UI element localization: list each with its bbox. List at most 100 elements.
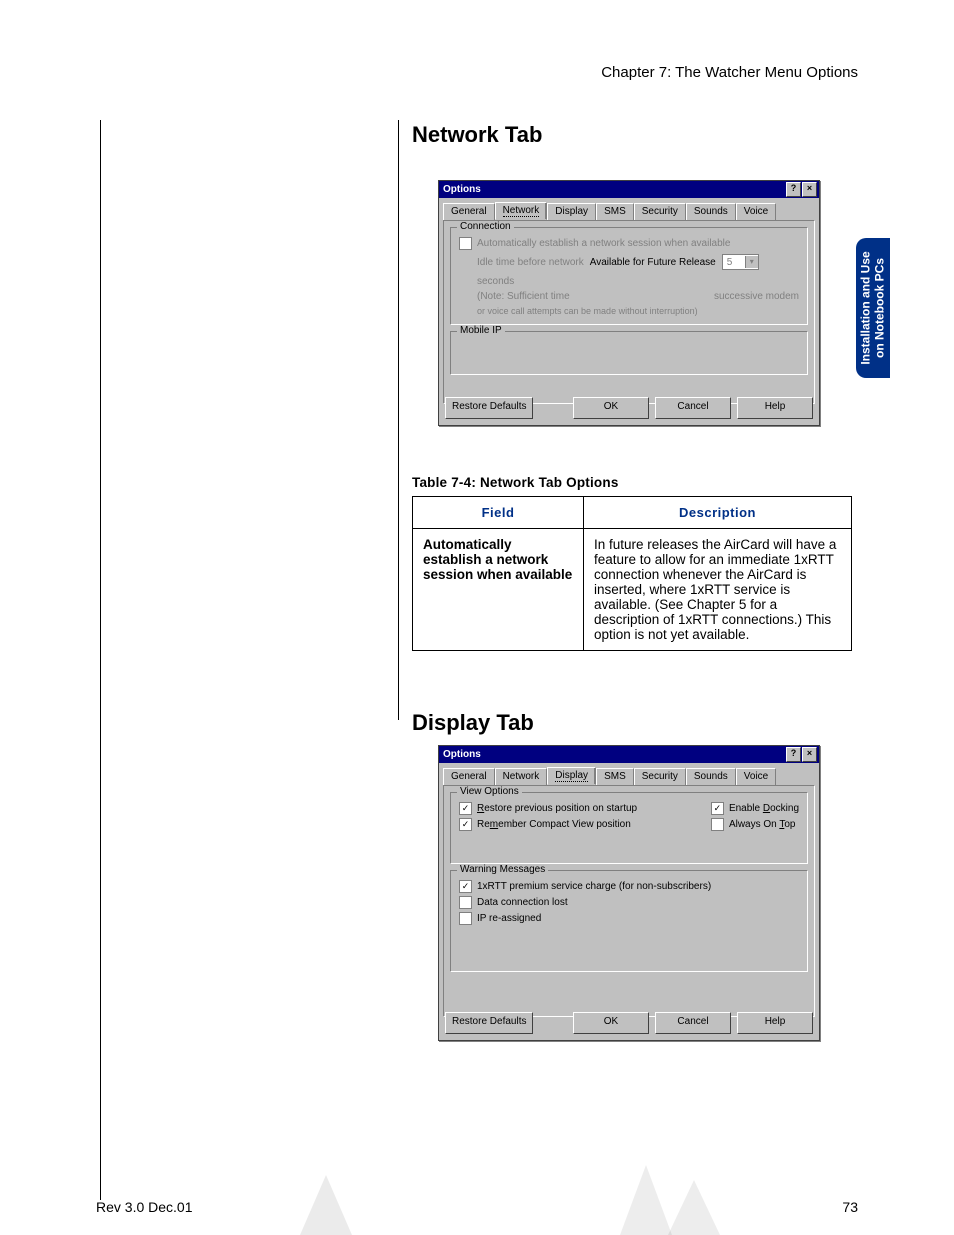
- watermark-icon: [620, 1165, 672, 1235]
- ok-button[interactable]: OK: [573, 397, 649, 419]
- tab-sounds[interactable]: Sounds: [686, 203, 736, 221]
- tab-security[interactable]: Security: [634, 768, 686, 786]
- titlebar: Options ? ×: [439, 746, 819, 763]
- tab-network[interactable]: Network: [495, 202, 548, 220]
- restore-defaults-button[interactable]: Restore Defaults: [445, 1012, 533, 1034]
- chk-label: Data connection lost: [477, 897, 568, 908]
- fieldset-warning-messages: Warning Messages 1xRTT premium service c…: [450, 870, 808, 972]
- chk-label: Restore previous position on startup: [477, 803, 637, 814]
- chk-label: 1xRTT premium service charge (for non-su…: [477, 881, 711, 892]
- chk-label: Always On Top: [729, 819, 796, 830]
- seconds-label: seconds: [477, 276, 514, 287]
- legend-view-options: View Options: [457, 786, 522, 797]
- side-tab: Installation and Use on Notebook PCs: [856, 238, 890, 378]
- checkbox-icon[interactable]: [459, 896, 472, 909]
- fieldset-mobile-ip: Mobile IP: [450, 331, 808, 375]
- tab-panel: Connection Automatically establish a net…: [443, 220, 815, 404]
- tab-display[interactable]: Display: [547, 767, 596, 785]
- chk-ip-reassigned[interactable]: IP re-assigned: [459, 912, 799, 925]
- tab-sounds[interactable]: Sounds: [686, 768, 736, 786]
- idle-seconds-combo[interactable]: 5 ▾: [722, 254, 759, 270]
- section-title-network: Network Tab: [412, 122, 542, 148]
- side-tab-line1: Installation and Use: [859, 251, 873, 364]
- tab-voice[interactable]: Voice: [736, 203, 776, 221]
- chk-auto-establish[interactable]: Automatically establish a network sessio…: [459, 237, 799, 250]
- chevron-down-icon[interactable]: ▾: [745, 256, 758, 268]
- checkbox-icon[interactable]: [459, 802, 472, 815]
- options-dialog-display: Options ? × General Network Display SMS …: [438, 745, 820, 1041]
- tab-panel: View Options Restore previous position o…: [443, 785, 815, 1017]
- checkbox-icon[interactable]: [711, 818, 724, 831]
- fieldset-connection: Connection Automatically establish a net…: [450, 227, 808, 325]
- checkbox-icon[interactable]: [459, 880, 472, 893]
- checkbox-icon[interactable]: [459, 237, 472, 250]
- legend-mobile-ip: Mobile IP: [457, 325, 505, 336]
- chk-label: Remember Compact View position: [477, 819, 631, 830]
- watermark-icon: [300, 1175, 352, 1235]
- legend-warning-messages: Warning Messages: [457, 864, 548, 875]
- titlebar: Options ? ×: [439, 181, 819, 198]
- side-tab-line2: on Notebook PCs: [873, 258, 887, 358]
- chk-restore-position[interactable]: Restore previous position on startup: [459, 802, 637, 815]
- help-icon[interactable]: ?: [786, 182, 801, 197]
- watermark-icon: [668, 1180, 720, 1235]
- tab-sms[interactable]: SMS: [596, 203, 634, 221]
- content-left-rule: [398, 120, 399, 720]
- page: Chapter 7: The Watcher Menu Options Inst…: [0, 0, 954, 1235]
- cancel-button[interactable]: Cancel: [655, 397, 731, 419]
- help-icon[interactable]: ?: [786, 747, 801, 762]
- chk-label: Enable Docking: [729, 803, 799, 814]
- dialog-title: Options: [443, 184, 481, 195]
- combo-value: 5: [723, 257, 745, 268]
- tab-voice[interactable]: Voice: [736, 768, 776, 786]
- chapter-header: Chapter 7: The Watcher Menu Options: [601, 64, 858, 81]
- checkbox-icon[interactable]: [459, 912, 472, 925]
- tab-strip: General Network Display SMS Security Sou…: [439, 198, 819, 220]
- options-dialog-network: Options ? × General Network Display SMS …: [438, 180, 820, 426]
- td-field: Automatically establish a network sessio…: [413, 529, 584, 651]
- th-field: Field: [413, 497, 584, 529]
- checkbox-icon[interactable]: [459, 818, 472, 831]
- table-caption: Table 7-4: Network Tab Options: [412, 475, 852, 490]
- dialog-title: Options: [443, 749, 481, 760]
- tab-general[interactable]: General: [443, 768, 495, 786]
- available-future-release: Available for Future Release: [590, 257, 716, 268]
- table-row: Automatically establish a network sessio…: [413, 529, 852, 651]
- chk-always-on-top[interactable]: Always On Top: [711, 818, 799, 831]
- left-margin-rule: [100, 120, 101, 1200]
- cancel-button[interactable]: Cancel: [655, 1012, 731, 1034]
- tab-network[interactable]: Network: [495, 768, 548, 786]
- ok-button[interactable]: OK: [573, 1012, 649, 1034]
- idle-time-label: Idle time before network: [477, 257, 584, 268]
- td-description: In future releases the AirCard will have…: [584, 529, 852, 651]
- tab-security[interactable]: Security: [634, 203, 686, 221]
- section-title-display: Display Tab: [412, 710, 534, 736]
- chk-data-connection-lost[interactable]: Data connection lost: [459, 896, 799, 909]
- note-label: (Note: Sufficient time: [477, 291, 570, 302]
- footer-revision: Rev 3.0 Dec.01: [96, 1199, 193, 1215]
- successive-modem-label: successive modem: [714, 291, 799, 302]
- chk-remember-compact[interactable]: Remember Compact View position: [459, 818, 637, 831]
- th-description: Description: [584, 497, 852, 529]
- tab-general[interactable]: General: [443, 203, 495, 221]
- tab-strip: General Network Display SMS Security Sou…: [439, 763, 819, 785]
- tab-sms[interactable]: SMS: [596, 768, 634, 786]
- chk-auto-label: Automatically establish a network sessio…: [477, 238, 730, 249]
- table-header-row: Field Description: [413, 497, 852, 529]
- restore-defaults-button[interactable]: Restore Defaults: [445, 397, 533, 419]
- fieldset-view-options: View Options Restore previous position o…: [450, 792, 808, 864]
- footer-page-number: 73: [842, 1199, 858, 1215]
- close-icon[interactable]: ×: [802, 747, 817, 762]
- help-button[interactable]: Help: [737, 397, 813, 419]
- chk-1xrtt-charge[interactable]: 1xRTT premium service charge (for non-su…: [459, 880, 799, 893]
- chk-enable-docking[interactable]: Enable Docking: [711, 802, 799, 815]
- tab-display[interactable]: Display: [547, 203, 596, 221]
- legend-connection: Connection: [457, 221, 514, 232]
- close-icon[interactable]: ×: [802, 182, 817, 197]
- help-button[interactable]: Help: [737, 1012, 813, 1034]
- dialog-buttons: Restore Defaults OK Cancel Help: [445, 1012, 813, 1034]
- checkbox-icon[interactable]: [711, 802, 724, 815]
- chk-label: IP re-assigned: [477, 913, 541, 924]
- options-table: Field Description Automatically establis…: [412, 496, 852, 651]
- note-text: or voice call attempts can be made witho…: [477, 306, 799, 316]
